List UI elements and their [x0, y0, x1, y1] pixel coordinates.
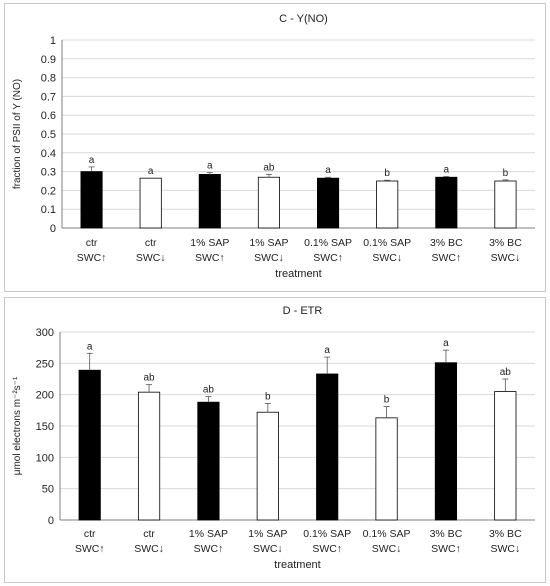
y-tick-label: 0 — [50, 223, 56, 235]
x-tick-label-sub: SWC↑ — [77, 252, 107, 264]
chart-title: D - ETR — [283, 305, 323, 317]
y-tick-label: 0.1 — [41, 204, 56, 216]
x-tick-label: 3% BC — [489, 528, 522, 540]
bar — [434, 362, 458, 521]
y-tick-label: 150 — [36, 421, 54, 433]
x-tick-label-sub: SWC↑ — [431, 543, 461, 555]
x-tick-label-sub: SWC↓ — [136, 252, 166, 264]
y-tick-label: 0.9 — [41, 54, 56, 66]
x-tick-label: 0.1% SAP — [303, 528, 351, 540]
chart-panel-y-no: C - Y(NO) 0 0.1 0.2 0.3 0.4 0.5 0.6 0.7 0.8 0.9 1 fr… — [4, 3, 546, 292]
significance-letter: a — [148, 166, 154, 177]
bar — [375, 417, 398, 521]
x-tick-label-sub: SWC↓ — [490, 543, 520, 555]
x-tick-label-sub: SWC↑ — [195, 252, 225, 264]
chart-y-no: C - Y(NO) 0 0.1 0.2 0.3 0.4 0.5 0.6 0.7 0.8 0.9 1 fr… — [12, 13, 535, 280]
bar — [376, 180, 399, 229]
y-tick-label: 0.2 — [41, 185, 56, 197]
x-tick-label-sub: SWC↓ — [372, 543, 402, 555]
x-tick-label-sub: SWC↑ — [312, 543, 342, 555]
significance-letter: a — [325, 165, 331, 176]
significance-letter: a — [324, 345, 330, 356]
significance-letter: a — [207, 161, 213, 172]
significance-letter: b — [384, 168, 390, 179]
bar — [80, 171, 103, 229]
x-tick-label: 0.1% SAP — [363, 237, 411, 249]
x-tick-label-sub: SWC↓ — [372, 252, 402, 264]
x-tick-label: 1% SAP — [249, 237, 288, 249]
bar — [257, 176, 280, 229]
bar — [198, 174, 221, 229]
bar — [494, 180, 517, 229]
y-axis-label: μmol electrons m⁻²s⁻¹ — [12, 376, 23, 475]
x-tick-label-sub: SWC↓ — [253, 543, 283, 555]
x-tick-label-sub: SWC↑ — [431, 252, 461, 264]
significance-letter: a — [443, 338, 449, 349]
significance-letter: ab — [203, 385, 215, 396]
x-tick-label: ctr — [145, 237, 157, 249]
bar — [197, 401, 220, 521]
x-tick-label-sub: SWC↑ — [313, 252, 343, 264]
x-tick-label-sub: SWC↑ — [194, 543, 224, 555]
x-tick-label: 1% SAP — [189, 528, 228, 540]
y-tick-label: 50 — [42, 484, 54, 496]
significance-letter: ab — [144, 373, 156, 384]
significance-letter: a — [87, 341, 93, 352]
x-axis-label: treatment — [274, 559, 320, 571]
x-tick-label-sub: SWC↓ — [491, 252, 521, 264]
x-tick-label-sub: SWC↓ — [254, 252, 284, 264]
y-tick-label: 0.8 — [41, 73, 56, 85]
y-tick-label: 0 — [48, 515, 54, 527]
bar — [317, 177, 340, 229]
y-tick-label: 0.5 — [41, 129, 56, 141]
significance-letter: b — [503, 168, 509, 179]
y-tick-label: 0.4 — [41, 148, 56, 160]
y-tick-label: 250 — [36, 358, 54, 370]
significance-letter: ab — [263, 162, 275, 173]
x-axis-label: treatment — [275, 268, 321, 280]
y-axis-label: fraction of PSII of Y (NO) — [12, 79, 23, 189]
x-tick-label-sub: SWC↓ — [134, 543, 164, 555]
y-tick-label: 100 — [36, 452, 54, 464]
y-tick-label: 0.7 — [41, 91, 56, 103]
x-tick-label: ctr — [143, 528, 155, 540]
y-tick-label: 1 — [50, 35, 56, 47]
bar — [78, 369, 101, 521]
bar — [139, 177, 162, 229]
x-tick-label: 0.1% SAP — [304, 237, 352, 249]
significance-letter: b — [384, 395, 390, 406]
x-tick-label: ctr — [86, 237, 98, 249]
x-tick-label: 3% BC — [430, 528, 463, 540]
significance-letter: a — [444, 164, 450, 175]
x-tick-label: 3% BC — [430, 237, 463, 249]
y-tick-label: 300 — [36, 327, 54, 339]
x-tick-label-sub: SWC↑ — [75, 543, 105, 555]
bar — [316, 373, 339, 521]
x-tick-label: 1% SAP — [248, 528, 287, 540]
x-tick-label: 3% BC — [489, 237, 522, 249]
y-tick-label: 0.6 — [41, 110, 56, 122]
significance-letter: b — [265, 391, 271, 402]
bar — [435, 176, 458, 229]
chart-panel-etr: D - ETR 0 50 100 150 200 250 300 μmol electrons … — [4, 297, 546, 583]
bar — [494, 391, 517, 521]
significance-letter: a — [89, 155, 95, 166]
x-tick-label: 1% SAP — [190, 237, 229, 249]
x-tick-label: 0.1% SAP — [363, 528, 411, 540]
bar — [256, 411, 279, 521]
y-tick-label: 0.3 — [41, 167, 56, 179]
bar — [137, 391, 161, 521]
significance-letter: ab — [500, 367, 512, 378]
chart-title: C - Y(NO) — [279, 13, 328, 25]
x-tick-label: ctr — [84, 528, 96, 540]
chart-etr: D - ETR 0 50 100 150 200 250 300 μmol electrons … — [12, 305, 535, 571]
y-tick-label: 200 — [36, 390, 54, 402]
